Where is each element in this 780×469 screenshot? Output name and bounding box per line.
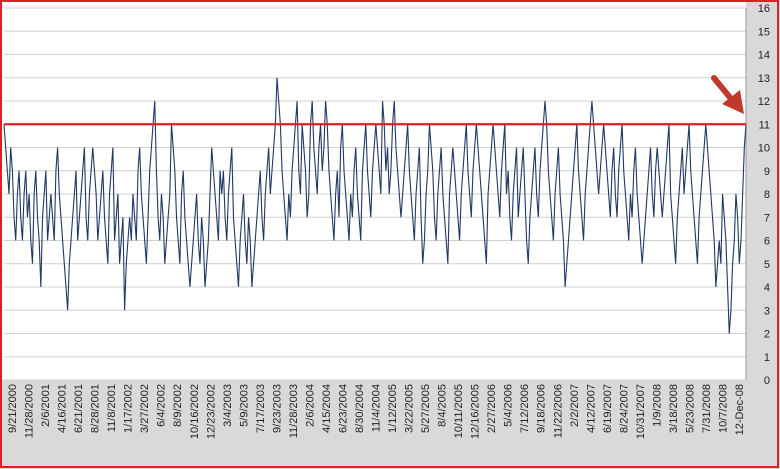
x-tick-label: 1/17/2002	[123, 384, 135, 433]
x-tick-label: 12/16/2005	[470, 384, 482, 439]
x-tick-label: 8/9/2002	[172, 384, 184, 427]
x-tick-label: 10/31/2007	[635, 384, 647, 439]
x-tick-label: 4/16/2001	[57, 384, 69, 433]
x-tick-label: 3/22/2005	[404, 384, 416, 433]
annotation-arrow	[711, 75, 744, 114]
x-tick-label: 2/6/2004	[304, 384, 316, 427]
x-tick-label: 7/31/2008	[701, 384, 713, 433]
x-axis: 9/21/2000 11/28/2000 2/6/2001 4/16/2001 6/21…	[7, 384, 746, 439]
x-tick-label: 2/2/2007	[569, 384, 581, 427]
x-tick-label: 6/21/2001	[73, 384, 85, 433]
x-tick-label: 5/23/2008	[684, 384, 696, 433]
x-tick-label: 10/7/2008	[717, 384, 729, 433]
y-tick-label: 5	[764, 259, 770, 271]
x-tick-label: 2/6/2001	[40, 384, 52, 427]
x-tick-label: 11/28/2003	[288, 384, 300, 438]
x-tick-label: 1/9/2008	[651, 384, 663, 427]
right-axis-band	[746, 0, 780, 469]
x-tick-label: 1/12/2005	[387, 384, 399, 433]
x-tick-label: 9/18/2006	[536, 384, 548, 433]
y-tick-label: 16	[758, 3, 770, 15]
x-tick-label: 6/19/2007	[602, 384, 614, 433]
y-tick-label: 4	[764, 282, 770, 294]
x-tick-label: 6/4/2002	[156, 384, 168, 427]
x-tick-label: 9/23/2003	[271, 384, 283, 433]
y-tick-label: 15	[758, 26, 770, 38]
y-tick-label: 13	[758, 73, 770, 85]
series-line	[3, 77, 747, 334]
x-tick-label: 3/4/2003	[222, 384, 234, 427]
y-tick-label: 2	[764, 329, 770, 341]
x-tick-label: 8/4/2005	[437, 384, 449, 427]
x-tick-label: 3/18/2008	[668, 384, 680, 433]
x-tick-label: 10/11/2005	[453, 384, 465, 438]
y-tick-label: 3	[764, 305, 770, 317]
x-tick-label: 5/4/2006	[503, 384, 515, 427]
y-tick-label: 14	[758, 50, 770, 62]
y-tick-label: 0	[764, 375, 770, 387]
x-tick-label: 12-Dec-08	[734, 384, 746, 435]
x-tick-label: 5/27/2005	[420, 384, 432, 433]
x-tick-label: 8/30/2004	[354, 384, 366, 433]
x-tick-label: 11/22/2006	[552, 384, 564, 438]
x-tick-label: 7/12/2006	[519, 384, 531, 433]
x-tick-label: 8/24/2007	[618, 384, 630, 433]
x-tick-label: 3/27/2002	[139, 384, 151, 433]
x-axis-band	[0, 380, 780, 469]
x-tick-label: 4/15/2004	[321, 384, 333, 433]
x-tick-label: 2/27/2006	[486, 384, 498, 433]
y-tick-label: 7	[764, 212, 770, 224]
x-tick-label: 12/23/2002	[205, 384, 217, 439]
x-tick-label: 11/28/2000	[24, 384, 36, 438]
x-tick-label: 10/16/2002	[189, 384, 201, 439]
x-tick-label: 6/23/2004	[337, 384, 349, 433]
x-tick-label: 11/4/2004	[371, 384, 383, 432]
y-tick-label: 11	[759, 119, 770, 131]
series-group	[3, 77, 747, 334]
y-tick-label: 1	[764, 352, 770, 364]
x-tick-label: 11/8/2001	[106, 384, 118, 432]
y-tick-label: 6	[764, 236, 770, 248]
x-tick-label: 8/28/2001	[90, 384, 102, 433]
y-tick-label: 12	[758, 96, 770, 108]
y-tick-label: 9	[764, 166, 770, 178]
y-tick-label: 10	[758, 143, 770, 155]
arrow-shaft	[711, 75, 735, 103]
plot-area	[4, 4, 746, 380]
arrow-head	[722, 90, 744, 114]
x-tick-label: 5/9/2003	[238, 384, 250, 427]
x-tick-label: 4/12/2007	[585, 384, 597, 433]
y-tick-label: 8	[764, 189, 770, 201]
x-tick-label: 9/21/2000	[7, 384, 19, 433]
x-tick-label: 7/17/2003	[255, 384, 267, 433]
